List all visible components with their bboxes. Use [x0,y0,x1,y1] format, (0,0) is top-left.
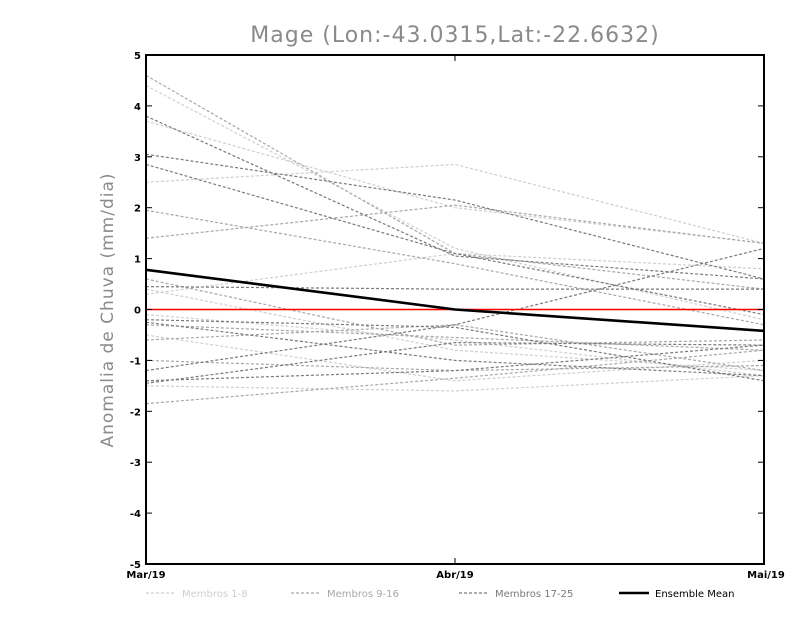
chart-title: Mage (Lon:-43.0315,Lat:-22.6632) [250,23,659,48]
series-line-member-20 [146,287,764,290]
legend-label: Membros 9-16 [327,589,399,600]
y-tick-label: 1 [134,255,141,266]
series-line-member-3 [146,164,764,243]
x-tick-label: Mar/19 [126,570,165,581]
series-line-member-1 [146,86,764,320]
y-axis-label: Anomalia de Chuva (mm/dia) [98,172,118,447]
legend: Membros 1-8 Membros 9-16 Membros 17-25 Ense… [146,589,734,600]
y-tick-label: -4 [130,509,141,520]
y-tick-label: -3 [130,458,141,469]
x-axis-ticks: Mar/19 Abr/19 Mai/19 [126,55,784,581]
series-line-member-19 [146,164,764,314]
x-tick-label: Abr/19 [436,570,473,581]
y-tick-label: 3 [134,153,141,164]
y-tick-label: 5 [134,51,141,62]
legend-label: Membros 1-8 [182,589,248,600]
series-line-member-15 [146,350,764,403]
series-layer [146,75,764,403]
y-tick-label: -1 [130,356,141,367]
y-tick-label: 4 [134,102,141,113]
y-tick-label: -2 [130,407,141,418]
legend-label: Membros 17-25 [495,589,573,600]
series-line-member-13 [146,325,764,350]
legend-label: Ensemble Mean [655,589,734,600]
y-tick-label: 2 [134,204,141,215]
series-line-member-2 [146,121,764,243]
series-line-member-9 [146,75,764,289]
series-line-member-10 [146,210,764,325]
series-line-member-11 [146,205,764,243]
series-line-member-5 [146,254,764,295]
series-line-member-18 [146,154,764,279]
x-tick-label: Mai/19 [747,570,785,581]
series-line-member-17 [146,116,764,279]
y-tick-label: 0 [134,306,141,317]
series-line-member-24 [146,322,764,375]
